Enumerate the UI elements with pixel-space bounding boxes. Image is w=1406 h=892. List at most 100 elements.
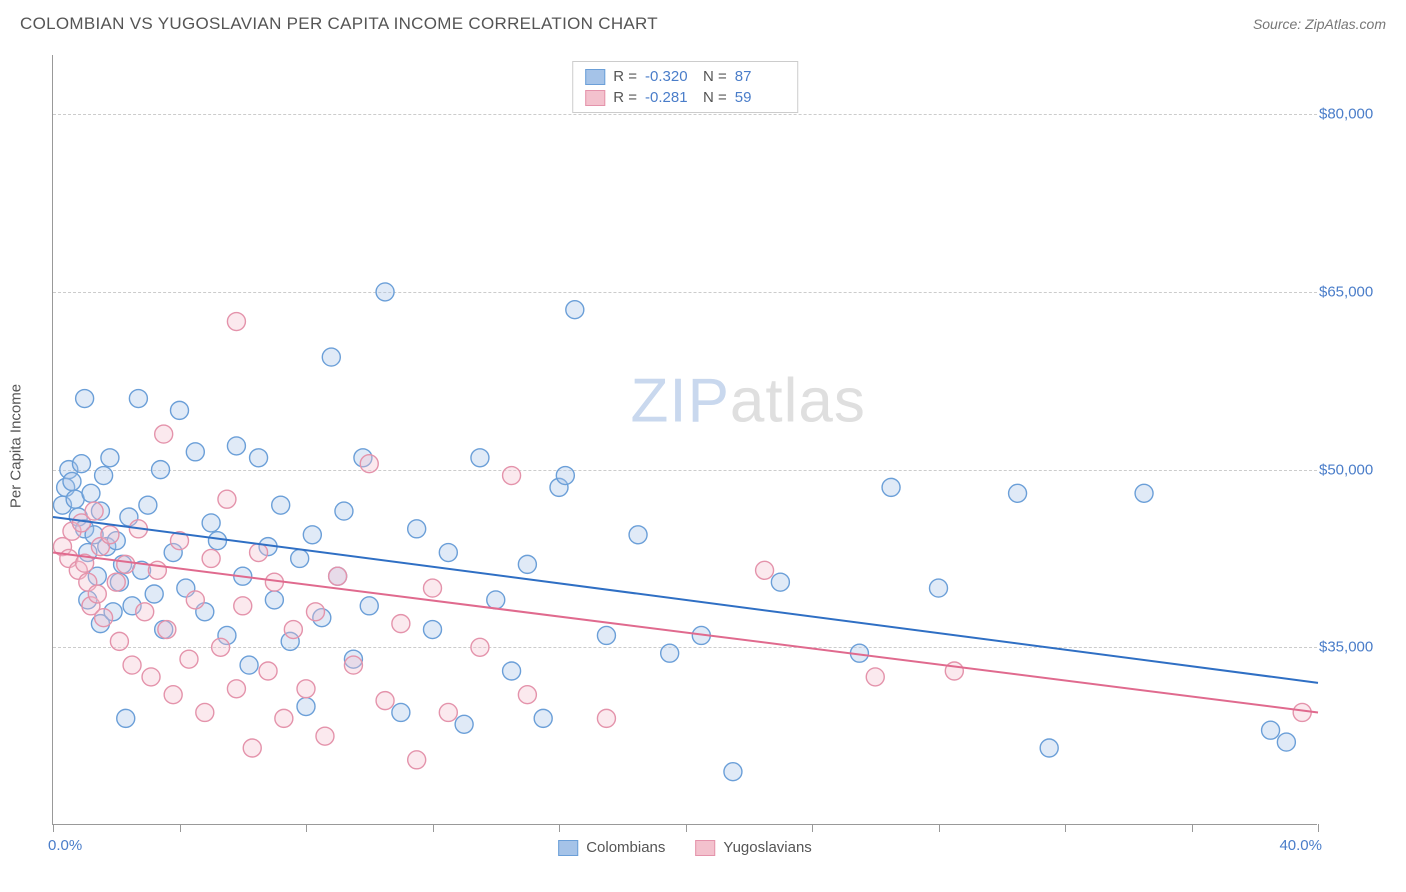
data-point bbox=[1293, 703, 1311, 721]
data-point bbox=[424, 621, 442, 639]
data-point bbox=[471, 638, 489, 656]
data-point bbox=[101, 526, 119, 544]
data-point bbox=[566, 301, 584, 319]
data-point bbox=[196, 703, 214, 721]
data-point bbox=[518, 686, 536, 704]
data-point bbox=[180, 650, 198, 668]
data-point bbox=[202, 549, 220, 567]
data-point bbox=[322, 348, 340, 366]
data-point bbox=[82, 484, 100, 502]
data-point bbox=[1040, 739, 1058, 757]
stat-R-label: R = bbox=[613, 89, 637, 106]
data-point bbox=[139, 496, 157, 514]
data-point bbox=[316, 727, 334, 745]
stats-legend-box: R =-0.320N =87R =-0.281N =59 bbox=[572, 61, 798, 113]
data-point bbox=[227, 680, 245, 698]
data-point bbox=[129, 390, 147, 408]
data-point bbox=[208, 532, 226, 550]
data-point bbox=[297, 680, 315, 698]
source-label: Source: ZipAtlas.com bbox=[1253, 16, 1386, 32]
legend-item: Yugoslavians bbox=[695, 839, 811, 856]
data-point bbox=[597, 626, 615, 644]
data-point bbox=[297, 698, 315, 716]
y-tick-label: $35,000 bbox=[1319, 639, 1389, 656]
data-point bbox=[227, 437, 245, 455]
stats-row: R =-0.281N =59 bbox=[585, 87, 785, 108]
stat-N-label: N = bbox=[703, 68, 727, 85]
data-point bbox=[171, 401, 189, 419]
y-tick-label: $80,000 bbox=[1319, 106, 1389, 123]
x-axis-max-label: 40.0% bbox=[1279, 837, 1322, 854]
stat-N-label: N = bbox=[703, 89, 727, 106]
data-point bbox=[597, 709, 615, 727]
legend-label: Colombians bbox=[586, 839, 665, 856]
data-point bbox=[408, 751, 426, 769]
x-tick bbox=[180, 824, 181, 832]
data-point bbox=[376, 692, 394, 710]
data-point bbox=[136, 603, 154, 621]
data-point bbox=[145, 585, 163, 603]
legend-label: Yugoslavians bbox=[723, 839, 811, 856]
data-point bbox=[455, 715, 473, 733]
stat-N-value: 59 bbox=[735, 89, 785, 106]
data-point bbox=[306, 603, 324, 621]
data-point bbox=[503, 467, 521, 485]
data-point bbox=[408, 520, 426, 538]
scatter-svg bbox=[53, 55, 1317, 824]
data-point bbox=[101, 449, 119, 467]
data-point bbox=[360, 455, 378, 473]
data-point bbox=[303, 526, 321, 544]
data-point bbox=[142, 668, 160, 686]
stat-R-label: R = bbox=[613, 68, 637, 85]
chart-plot-area: $35,000$50,000$65,000$80,000 ZIPatlas R … bbox=[52, 55, 1317, 825]
data-point bbox=[164, 686, 182, 704]
data-point bbox=[284, 621, 302, 639]
x-tick bbox=[306, 824, 307, 832]
data-point bbox=[85, 502, 103, 520]
data-point bbox=[202, 514, 220, 532]
data-point bbox=[392, 615, 410, 633]
x-tick bbox=[939, 824, 940, 832]
data-point bbox=[518, 555, 536, 573]
data-point bbox=[275, 709, 293, 727]
y-axis-label: Per Capita Income bbox=[8, 384, 25, 508]
legend-bottom: Colombians Yugoslavians bbox=[558, 839, 812, 856]
stat-N-value: 87 bbox=[735, 68, 785, 85]
data-point bbox=[291, 549, 309, 567]
legend-item: Colombians bbox=[558, 839, 665, 856]
data-point bbox=[882, 478, 900, 496]
data-point bbox=[360, 597, 378, 615]
data-point bbox=[117, 709, 135, 727]
y-tick-label: $65,000 bbox=[1319, 283, 1389, 300]
data-point bbox=[155, 425, 173, 443]
data-point bbox=[95, 609, 113, 627]
data-point bbox=[259, 662, 277, 680]
data-point bbox=[158, 621, 176, 639]
data-point bbox=[227, 313, 245, 331]
data-point bbox=[534, 709, 552, 727]
data-point bbox=[866, 668, 884, 686]
x-tick bbox=[433, 824, 434, 832]
stat-R-value: -0.320 bbox=[645, 68, 695, 85]
data-point bbox=[471, 449, 489, 467]
data-point bbox=[439, 544, 457, 562]
data-point bbox=[376, 283, 394, 301]
data-point bbox=[439, 703, 457, 721]
chart-title: COLOMBIAN VS YUGOSLAVIAN PER CAPITA INCO… bbox=[20, 14, 658, 34]
x-tick bbox=[1318, 824, 1319, 832]
data-point bbox=[272, 496, 290, 514]
data-point bbox=[88, 585, 106, 603]
data-point bbox=[212, 638, 230, 656]
data-point bbox=[392, 703, 410, 721]
series-swatch bbox=[558, 840, 578, 856]
data-point bbox=[117, 555, 135, 573]
x-axis-min-label: 0.0% bbox=[48, 837, 82, 854]
data-point bbox=[661, 644, 679, 662]
data-point bbox=[335, 502, 353, 520]
data-point bbox=[76, 390, 94, 408]
data-point bbox=[487, 591, 505, 609]
data-point bbox=[724, 763, 742, 781]
data-point bbox=[110, 632, 128, 650]
data-point bbox=[629, 526, 647, 544]
x-tick bbox=[686, 824, 687, 832]
